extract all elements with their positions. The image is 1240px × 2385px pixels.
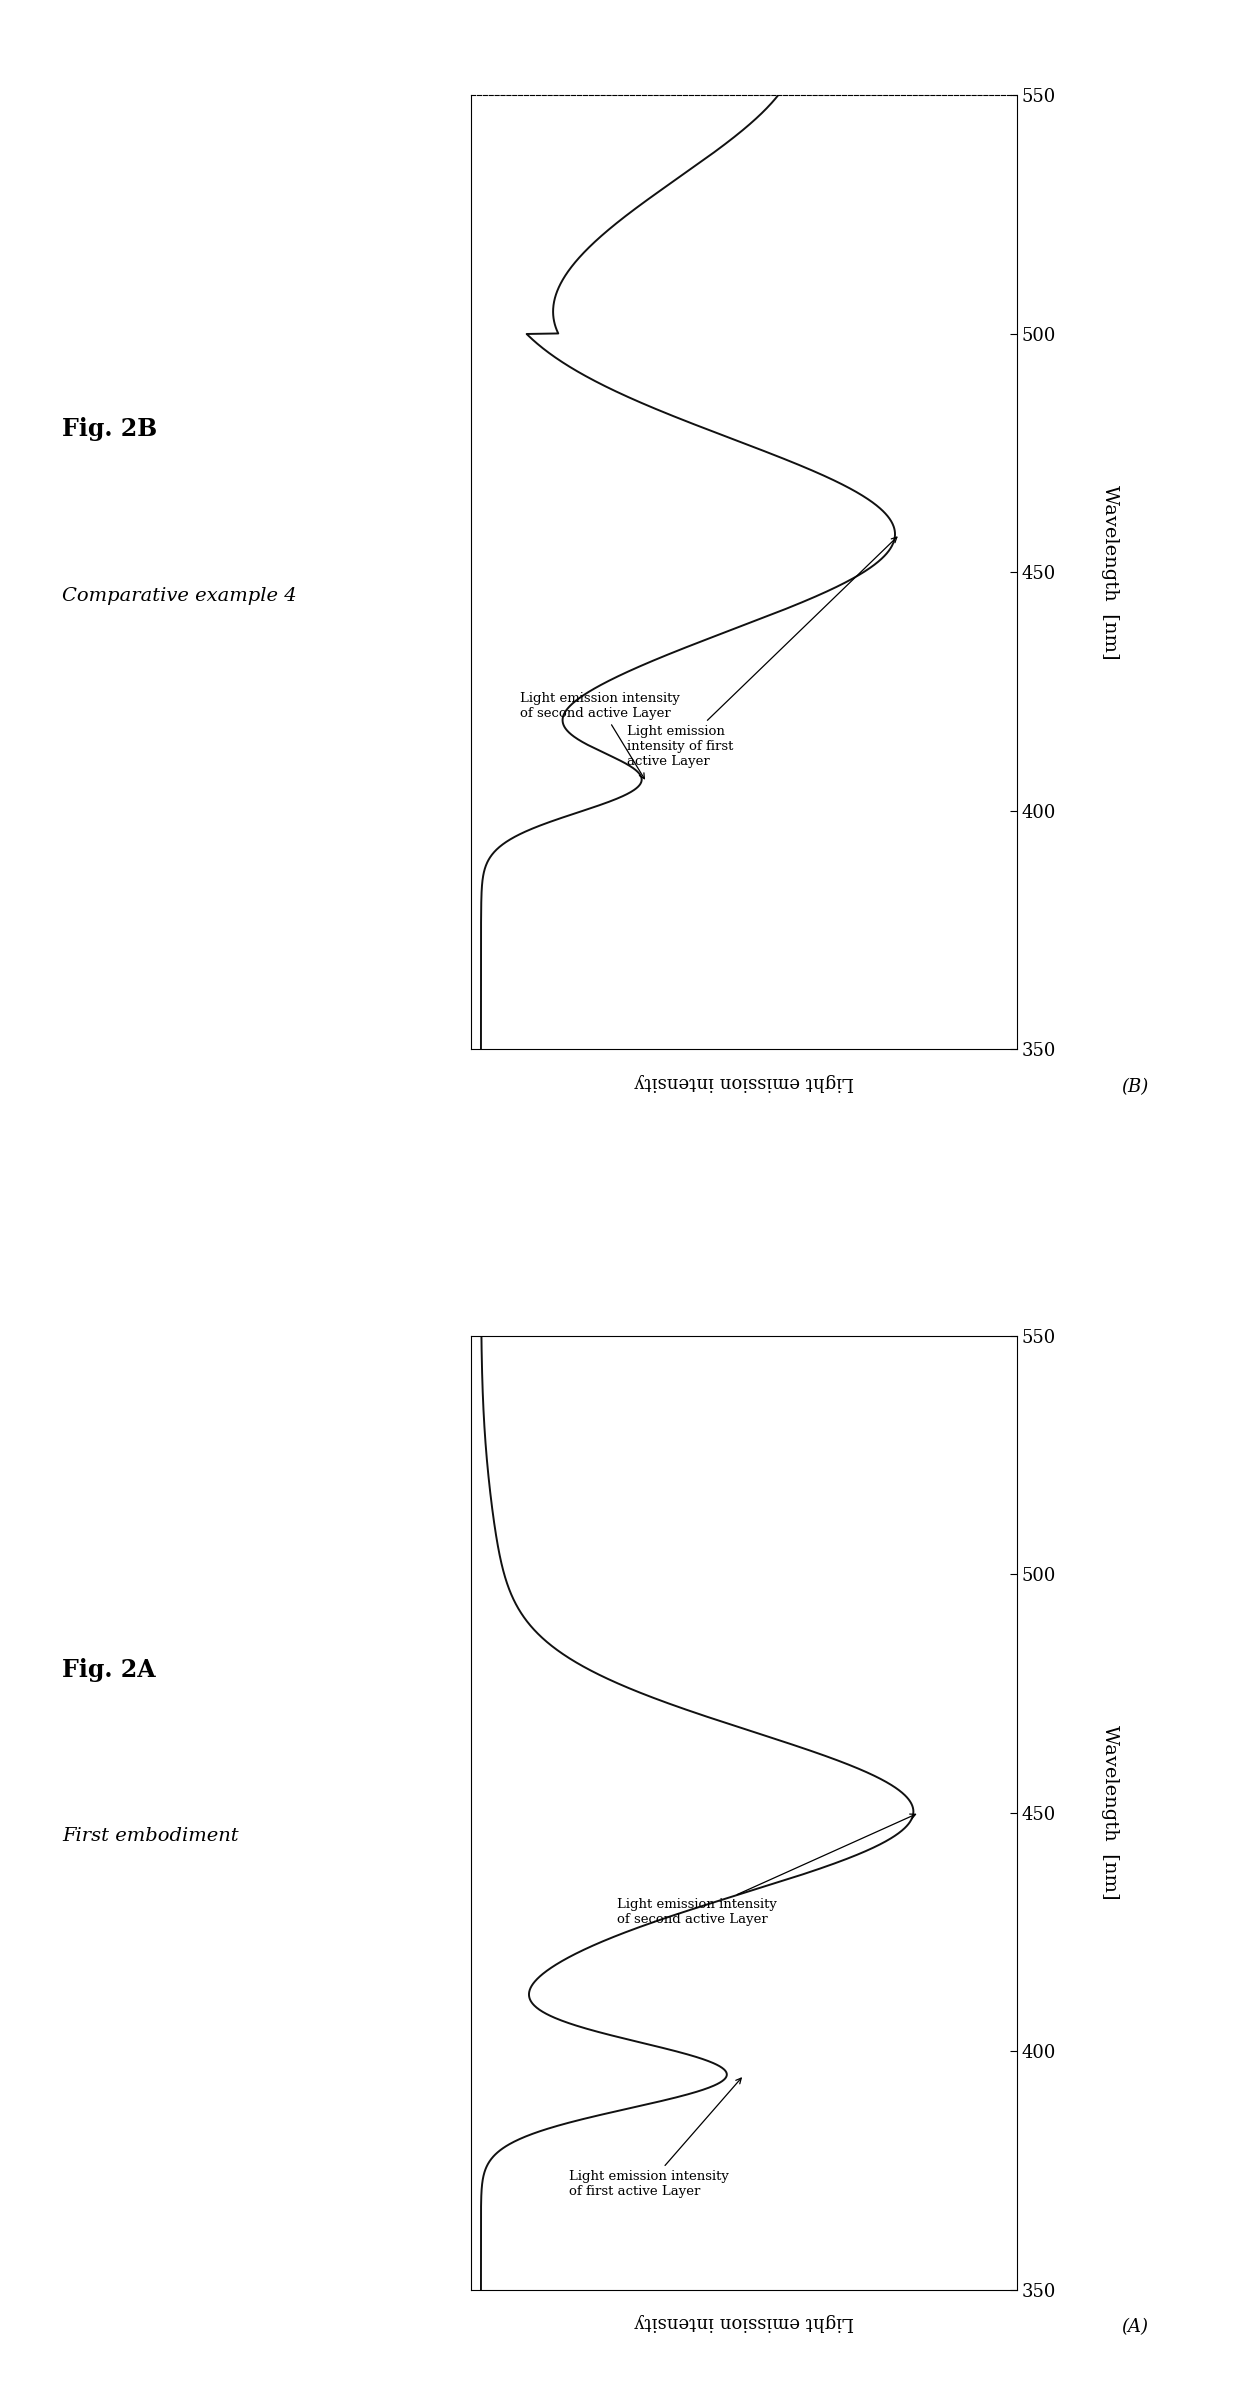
Text: First embodiment: First embodiment bbox=[62, 1827, 238, 1846]
Text: Light emission intensity: Light emission intensity bbox=[634, 2313, 854, 2333]
Text: Light emission intensity
of first active Layer: Light emission intensity of first active… bbox=[569, 2077, 742, 2199]
Text: Light emission
intensity of first
active Layer: Light emission intensity of first active… bbox=[627, 537, 897, 768]
Y-axis label: Wavelength  [nm]: Wavelength [nm] bbox=[1101, 1724, 1118, 1901]
Text: Comparative example 4: Comparative example 4 bbox=[62, 587, 296, 606]
Text: Light emission intensity
of second active Layer: Light emission intensity of second activ… bbox=[520, 692, 680, 780]
Text: (B): (B) bbox=[1121, 1078, 1148, 1097]
Text: Fig. 2A: Fig. 2A bbox=[62, 1658, 156, 1681]
Text: Light emission intensity
of second active Layer: Light emission intensity of second activ… bbox=[618, 1815, 915, 1927]
Text: (A): (A) bbox=[1121, 2318, 1148, 2337]
Text: Fig. 2B: Fig. 2B bbox=[62, 417, 157, 441]
Text: Light emission intensity: Light emission intensity bbox=[634, 1073, 854, 1092]
Y-axis label: Wavelength  [nm]: Wavelength [nm] bbox=[1101, 484, 1118, 661]
